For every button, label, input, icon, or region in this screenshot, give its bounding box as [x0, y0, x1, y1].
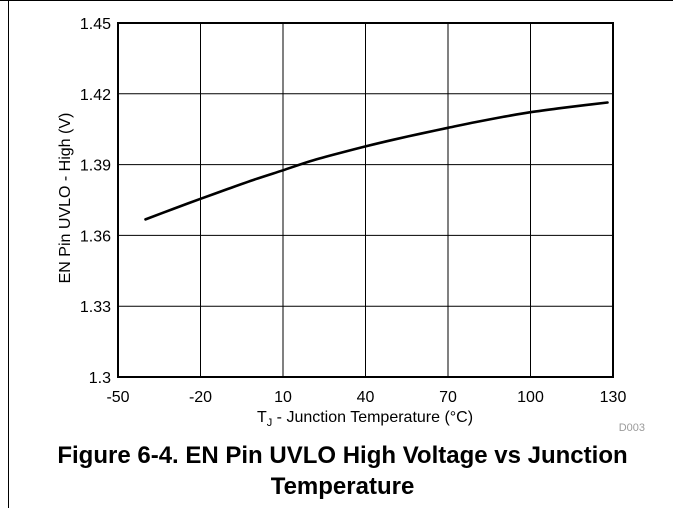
x-tick-label: -50: [106, 389, 129, 406]
x-tick-label: 40: [357, 389, 375, 406]
y-tick-label: 1.45: [80, 16, 111, 33]
page-top-rule: [0, 0, 673, 1]
y-tick-label: 1.42: [80, 87, 111, 104]
x-axis-tick-labels: -50 -20 10 40 70 100 130: [106, 389, 626, 406]
y-tick-label: 1.36: [80, 228, 111, 245]
y-tick-label: 1.3: [89, 370, 111, 387]
y-axis-tick-labels: 1.3 1.33 1.36 1.39 1.42 1.45: [80, 16, 111, 387]
x-tick-label: 70: [439, 389, 457, 406]
plot-area-frame: [117, 22, 614, 378]
figure-caption-line-2: Temperature: [270, 473, 415, 500]
x-tick-label: 10: [274, 389, 292, 406]
x-tick-label: -20: [189, 389, 212, 406]
y-axis-title: EN Pin UVLO - High (V): [57, 113, 74, 284]
x-tick-label: 100: [517, 389, 544, 406]
page-left-rule: [8, 0, 9, 508]
x-axis-title-text: - Junction Temperature (°C): [272, 409, 473, 426]
x-axis-title-symbol: T: [257, 409, 267, 426]
series-line-uvlo-high: [144, 101, 609, 221]
grid-lines: [117, 22, 614, 378]
y-tick-label: 1.33: [80, 299, 111, 316]
x-axis-title-subscript: J: [267, 417, 273, 429]
figure-caption: Figure 6-4. EN Pin UVLO High Voltage vs …: [12, 440, 673, 502]
uvlo-line-chart: 1.3 1.33 1.36 1.39 1.42 1.45 -50 -20 10 40 70 100 1…: [57, 16, 645, 434]
x-tick-label: 130: [600, 389, 627, 406]
figure-caption-line-1: Figure 6-4. EN Pin UVLO High Voltage vs …: [57, 442, 628, 469]
x-axis-title: TJ - Junction Temperature (°C): [257, 409, 473, 429]
figure-code: D003: [619, 422, 645, 434]
y-tick-label: 1.39: [80, 158, 111, 175]
